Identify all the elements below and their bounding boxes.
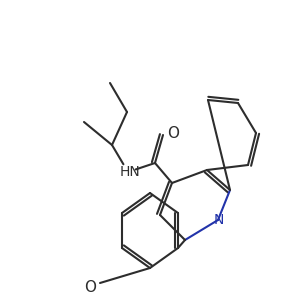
Text: HN: HN <box>120 165 140 179</box>
Text: O: O <box>167 127 179 142</box>
Text: O: O <box>84 281 96 296</box>
Text: N: N <box>214 213 224 227</box>
